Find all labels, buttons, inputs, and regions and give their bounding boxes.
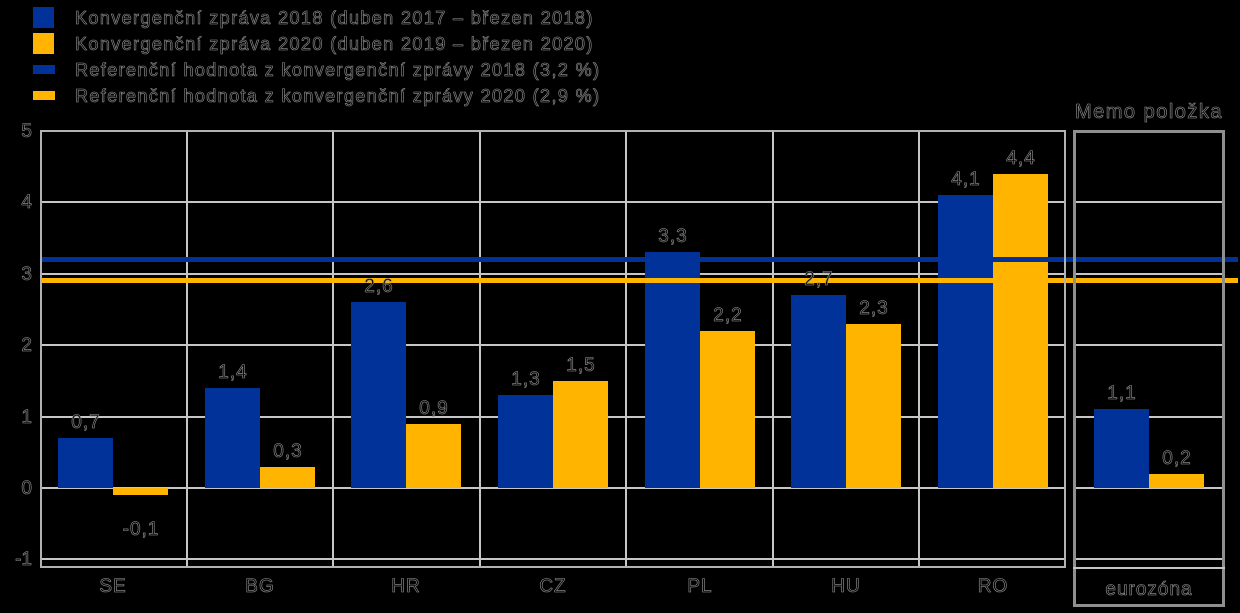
memo-gridline-y2: [1073, 344, 1225, 346]
gridline-y3: [40, 273, 1066, 275]
memo-box-divider: [1073, 567, 1225, 569]
value-label-CZ-2020: 1,5: [566, 355, 596, 377]
x-tick-SE: SE: [99, 576, 127, 598]
refline-swatch-icon: [33, 65, 55, 74]
column-separator-4: [625, 130, 627, 568]
value-label-eurozóna-2018: 1,1: [1107, 383, 1137, 405]
value-label-HU-2020: 2,3: [859, 298, 889, 320]
bar-SE-2020: [113, 488, 168, 495]
legend-label: Konvergenční zpráva 2020 (duben 2019 – b…: [75, 34, 594, 55]
reference-line-2018: [41, 257, 1238, 262]
gridline-y5: [40, 130, 1066, 132]
legend-label: Referenční hodnota z konvergenční zprávy…: [75, 60, 601, 81]
x-tick-PL: PL: [687, 576, 713, 598]
y-tick-3: 3: [21, 264, 32, 286]
y-tick-4: 4: [21, 192, 32, 214]
bar-HU-2020: [846, 324, 901, 488]
y-tick-0: 0: [21, 478, 32, 500]
value-label-RO-2020: 4,4: [1006, 148, 1036, 170]
bar-PL-2018: [645, 252, 700, 488]
x-tick-eurozóna: eurozóna: [1105, 579, 1193, 601]
y-tick-5: 5: [21, 121, 32, 143]
gridline-y4: [40, 201, 1066, 203]
bar-eurozóna-2018: [1094, 409, 1149, 488]
x-tick-CZ: CZ: [539, 576, 567, 598]
bar-SE-2018: [58, 438, 113, 488]
value-label-HR-2018: 2,6: [364, 276, 394, 298]
bar-RO-2020: [993, 174, 1048, 488]
x-tick-BG: BG: [245, 576, 275, 598]
gridline-y-1: [40, 558, 1066, 560]
bar-eurozóna-2020: [1149, 474, 1204, 488]
x-tick-RO: RO: [977, 576, 1009, 598]
bar-CZ-2020: [553, 381, 608, 488]
value-label-SE-2020: -0,1: [122, 519, 160, 541]
bar-HR-2018: [351, 302, 406, 488]
bar-CZ-2018: [498, 395, 553, 488]
value-label-BG-2020: 0,3: [273, 441, 303, 463]
value-label-HU-2018: 2,7: [804, 269, 834, 291]
column-separator-6: [918, 130, 920, 568]
column-separator-2: [332, 130, 334, 568]
bar-HU-2018: [791, 295, 846, 488]
bar-HR-2020: [406, 424, 461, 488]
bar-RO-2018: [938, 195, 993, 488]
value-label-CZ-2018: 1,3: [511, 369, 541, 391]
series-swatch-icon: [33, 7, 54, 28]
y-tick-1: 1: [21, 407, 32, 429]
value-label-RO-2018: 4,1: [951, 169, 981, 191]
value-label-BG-2018: 1,4: [218, 362, 248, 384]
memo-gridline-y4: [1073, 201, 1225, 203]
memo-gridline-y0: [1073, 487, 1225, 489]
memo-gridline-y5: [1073, 130, 1225, 132]
legend-label: Konvergenční zpráva 2018 (duben 2017 – b…: [75, 8, 594, 29]
column-separator-3: [479, 130, 481, 568]
y-tick--1: -1: [15, 549, 33, 571]
column-separator-1: [186, 130, 188, 568]
memo-title: Memo položka: [1074, 101, 1224, 124]
bar-BG-2020: [260, 467, 315, 488]
memo-gridline-y3: [1073, 273, 1225, 275]
series-swatch-icon: [33, 33, 54, 54]
gridline-y0: [40, 487, 1066, 489]
column-separator-5: [772, 130, 774, 568]
value-label-SE-2018: 0,7: [71, 412, 101, 434]
x-tick-HU: HU: [831, 576, 861, 598]
bar-PL-2020: [700, 331, 755, 488]
main-plot-frame: [40, 130, 1066, 568]
gridline-y2: [40, 344, 1066, 346]
value-label-PL-2018: 3,3: [658, 226, 688, 248]
value-label-HR-2020: 0,9: [419, 398, 449, 420]
refline-swatch-icon: [33, 91, 55, 100]
reference-line-2020: [41, 278, 1238, 283]
legend-label: Referenční hodnota z konvergenční zprávy…: [75, 86, 601, 107]
y-tick-2: 2: [21, 335, 32, 357]
memo-gridline-y-1: [1073, 558, 1225, 560]
x-tick-HR: HR: [391, 576, 421, 598]
bar-BG-2018: [205, 388, 260, 488]
value-label-eurozóna-2020: 0,2: [1162, 448, 1192, 470]
memo-gridline-y1: [1073, 416, 1225, 418]
value-label-PL-2020: 2,2: [713, 305, 743, 327]
